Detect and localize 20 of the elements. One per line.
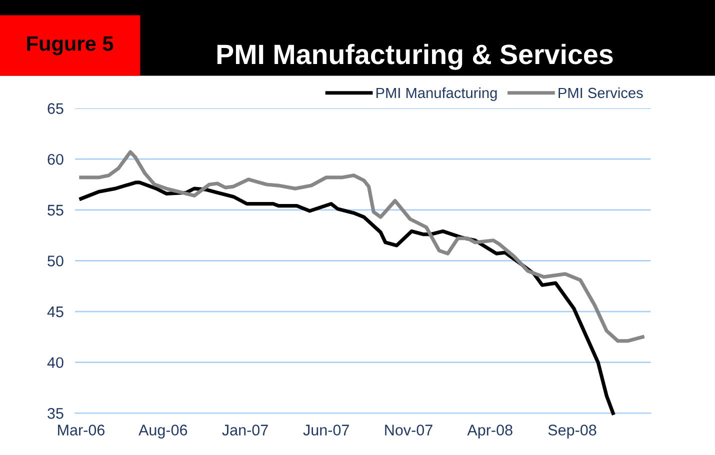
x-tick-label: Mar-06: [58, 424, 105, 436]
x-tick-label: Aug-06: [138, 424, 188, 438]
y-tick-label: 35: [48, 408, 64, 419]
legend-label: PMI Services: [558, 87, 643, 98]
y-tick-label: 60: [48, 154, 64, 165]
y-tick-label: 45: [47, 306, 64, 318]
text: Fugure 5: [27, 36, 114, 56]
x-tick-label: Nov-07: [385, 424, 432, 436]
legend-label: PMI Manufacturing: [376, 87, 497, 101]
chart-title: PMI Manufacturing & Services: [217, 44, 613, 70]
y-tick-label: 65: [48, 103, 64, 114]
y-tick-label: 50: [48, 256, 64, 266]
x-tick-label: Jun-07: [303, 424, 349, 436]
x-tick-label: Sep-08: [548, 424, 596, 438]
x-tick-label: Jan-07: [222, 424, 268, 436]
x-tick-label: Apr-08: [467, 424, 512, 438]
line-series: [79, 150, 644, 343]
y-tick-label: 40: [47, 357, 64, 368]
line-series: [79, 180, 615, 415]
y-tick-label: 55: [48, 204, 64, 216]
